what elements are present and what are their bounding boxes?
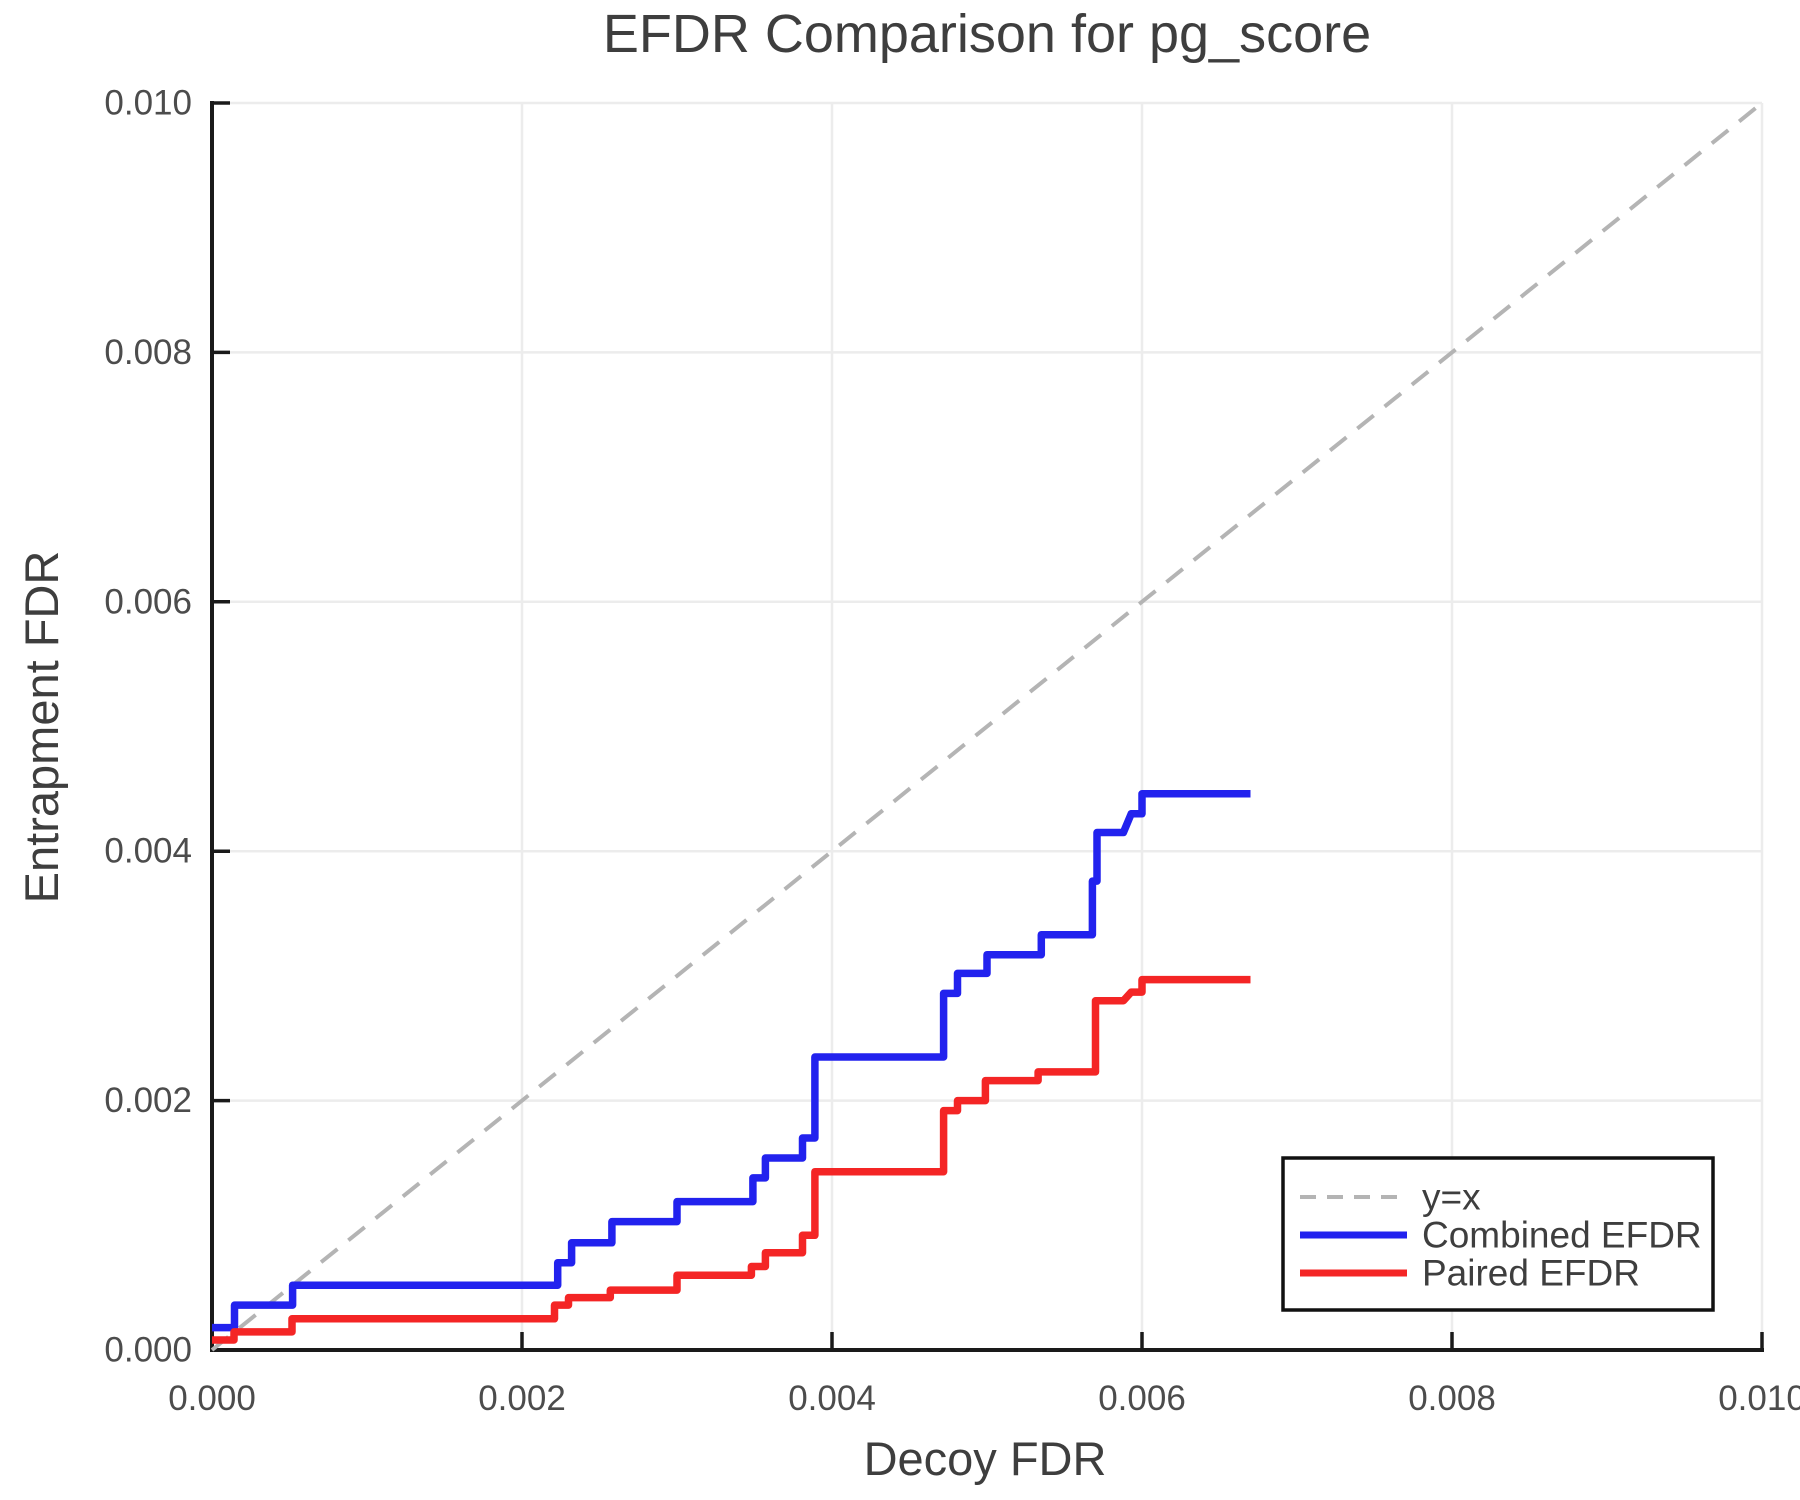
axis-tick-labels: 0.000 0.002 0.004 0.006 0.008 0.010 0.000 0.002… [104,84,1800,1418]
series-line-combined-efdr [212,790,1251,1332]
chart-title: EFDR Comparison for pg_score [603,4,1371,64]
series-lines [210,101,1764,1352]
y-tick-label: 0.010 [104,84,192,123]
x-axis-label: Decoy FDR [864,1432,1107,1485]
series-line-y-x [210,101,1764,1352]
legend-label: y=x [1422,1177,1481,1218]
y-tick-label: 0.006 [104,582,192,621]
series-line-paired-efdr [212,975,1251,1344]
x-tick-label: 0.008 [1408,1379,1496,1418]
x-tick-label: 0.000 [168,1379,256,1418]
y-axis-label: Entrapment FDR [15,551,68,904]
legend-label: Combined EFDR [1422,1215,1702,1256]
y-tick-label: 0.000 [104,1331,192,1370]
legend-label: Paired EFDR [1422,1253,1640,1294]
x-tick-label: 0.010 [1718,1379,1800,1418]
x-tick-label: 0.004 [788,1379,876,1418]
y-tick-label: 0.004 [104,832,192,871]
x-tick-label: 0.006 [1098,1379,1186,1418]
y-tick-label: 0.002 [104,1081,192,1120]
axis-ticks [210,101,1764,1352]
y-tick-label: 0.008 [104,333,192,372]
x-tick-label: 0.002 [478,1379,566,1418]
